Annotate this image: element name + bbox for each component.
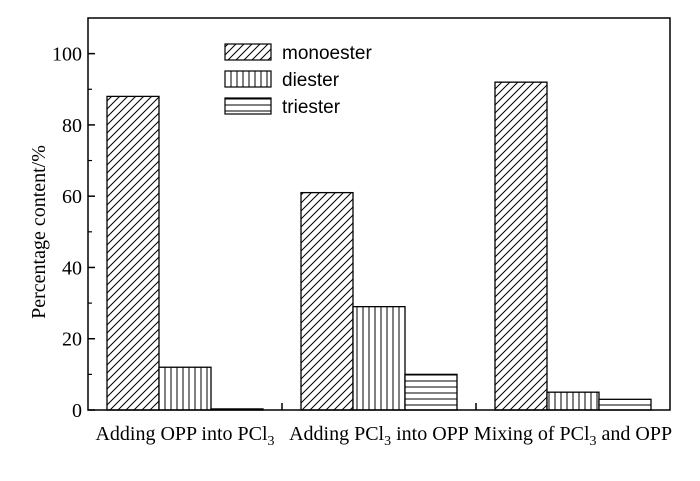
legend: monoester diester triester [224,43,372,118]
y-tick-label: 100 [52,44,82,66]
legend-label-monoester: monoester [282,43,372,64]
bar-monoester-3 [494,81,548,411]
bar-monoester-1 [106,95,160,411]
legend-swatch-diester [224,70,272,88]
legend-label-triester: triester [282,97,341,118]
legend-swatch-monoester [224,43,272,61]
plot-frame [87,17,671,411]
axes-group [87,17,671,411]
y-tick-label: 60 [62,186,82,208]
legend-swatch-triester [224,97,272,115]
x-tick-label: Mixing of PCl3 and OPP [474,423,672,449]
bar-diester-1 [158,366,212,411]
y-tick-label: 40 [62,257,82,279]
y-axis-label: Percentage content/% [28,145,50,319]
x-tick-label: Adding OPP into PCl3 [95,423,274,449]
y-tick-label: 0 [72,400,82,422]
x-tick-label: Adding PCl3 into OPP [289,423,469,449]
x-tick-labels-group: Adding OPP into PCl3 Adding PCl3 into OPP… [95,423,672,449]
y-tick-label: 80 [62,115,82,137]
legend-label-diester: diester [282,70,340,91]
y-ticks-group: 0 20 40 60 80 100 [52,44,477,422]
y-tick-label: 20 [62,329,82,351]
bar-diester-2 [352,306,406,411]
bar-triester-2 [404,373,458,411]
bars-group [106,81,652,411]
bar-diester-3 [546,391,600,411]
bar-triester-3 [598,398,652,411]
bar-monoester-2 [300,191,354,411]
